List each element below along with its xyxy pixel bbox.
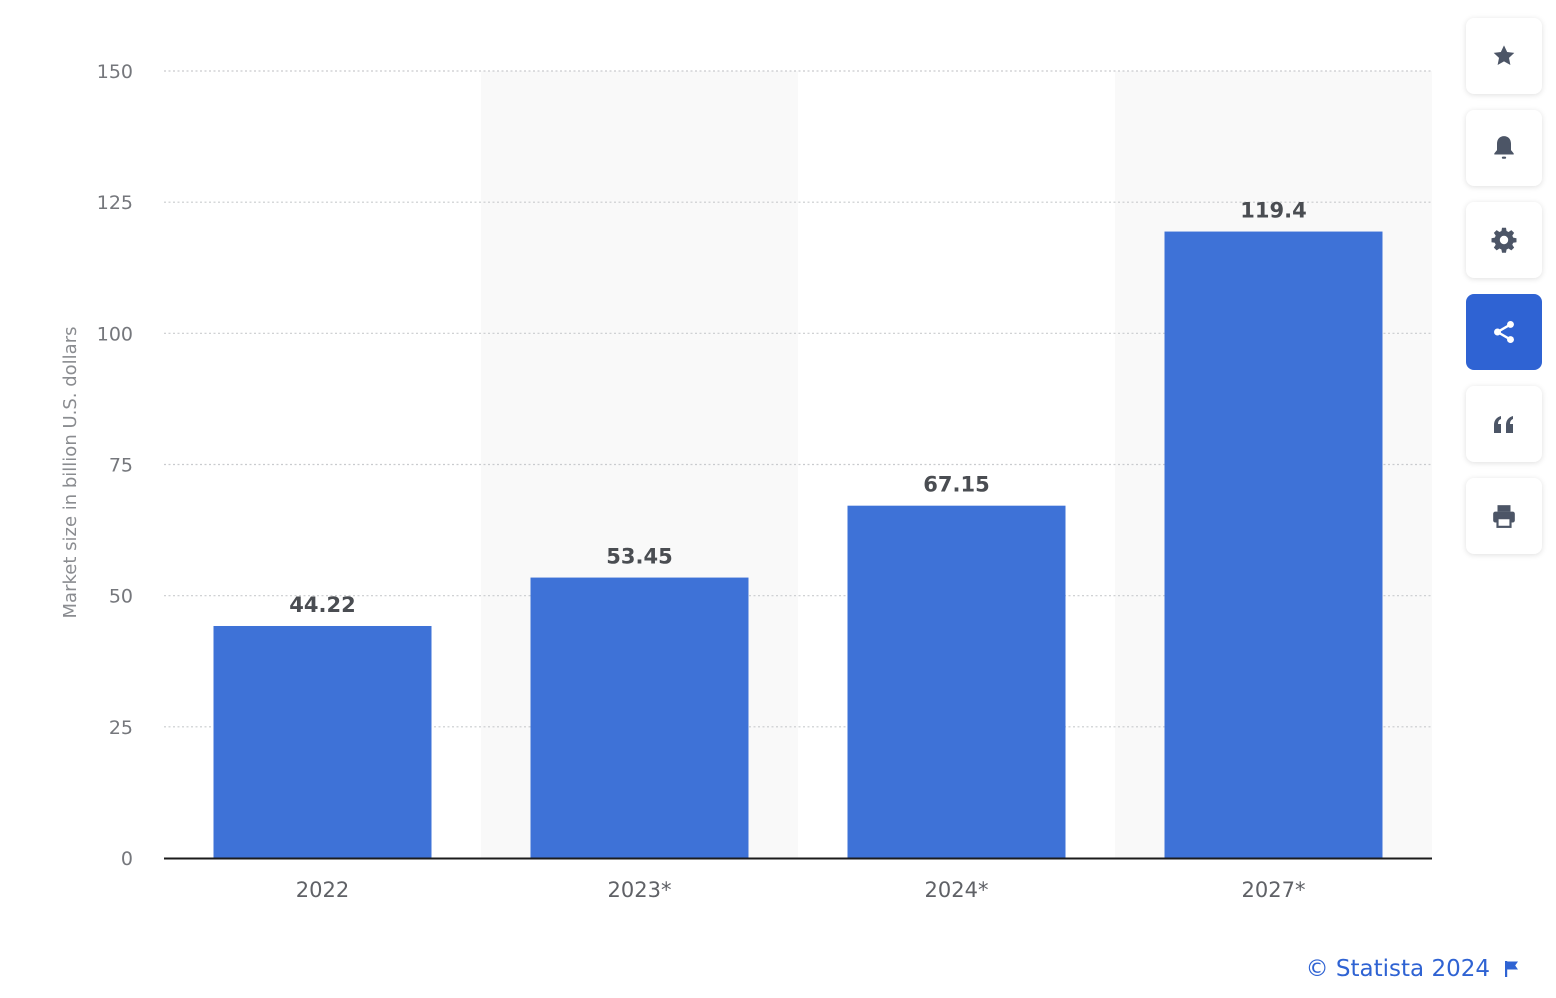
share-icon xyxy=(1494,320,1514,344)
chart-toolbar xyxy=(1466,18,1542,570)
bars xyxy=(213,231,1383,859)
gear-icon xyxy=(1491,227,1517,253)
notification-button[interactable] xyxy=(1466,110,1542,186)
bar[interactable] xyxy=(847,505,1066,858)
y-tick-label: 100 xyxy=(97,323,133,345)
data-label: 44.22 xyxy=(289,593,355,617)
print-button[interactable] xyxy=(1466,478,1542,554)
bar[interactable] xyxy=(530,577,749,858)
bar[interactable] xyxy=(213,625,432,858)
y-tick-label: 125 xyxy=(97,192,133,214)
bar[interactable] xyxy=(1164,231,1383,859)
y-tick-label: 25 xyxy=(109,717,133,739)
x-tick-label: 2022 xyxy=(296,878,349,902)
bar-chart: 0 25 50 75 100 125 150 44.22 53.45 67.15 119.4 20… xyxy=(60,61,1432,902)
y-axis-ticks: 0 25 50 75 100 125 150 xyxy=(97,61,133,870)
source-credit[interactable]: © Statista 2024 xyxy=(1306,956,1520,982)
y-axis-label: Market size in billion U.S. dollars xyxy=(60,327,81,619)
y-tick-label: 50 xyxy=(109,586,133,608)
y-tick-label: 0 xyxy=(121,848,133,870)
data-label: 119.4 xyxy=(1240,199,1306,223)
x-tick-label: 2024* xyxy=(925,878,989,902)
x-axis-ticks: 2022 2023* 2024* 2027* xyxy=(296,878,1306,902)
flag-icon[interactable] xyxy=(1504,960,1520,978)
data-label: 53.45 xyxy=(606,545,672,569)
bell-icon xyxy=(1494,136,1514,159)
settings-button[interactable] xyxy=(1466,202,1542,278)
y-tick-label: 150 xyxy=(97,61,133,83)
share-button[interactable] xyxy=(1466,294,1542,370)
data-labels: 44.22 53.45 67.15 119.4 xyxy=(289,199,1306,617)
print-icon xyxy=(1493,505,1515,528)
y-tick-label: 75 xyxy=(109,455,133,477)
favorite-button[interactable] xyxy=(1466,18,1542,94)
cite-button[interactable] xyxy=(1466,386,1542,462)
credit-text[interactable]: © Statista 2024 xyxy=(1305,956,1490,982)
x-tick-label: 2023* xyxy=(608,878,672,902)
quote-icon xyxy=(1494,416,1513,433)
star-icon xyxy=(1493,45,1515,65)
data-label: 67.15 xyxy=(923,473,989,497)
x-tick-label: 2027* xyxy=(1242,878,1306,902)
